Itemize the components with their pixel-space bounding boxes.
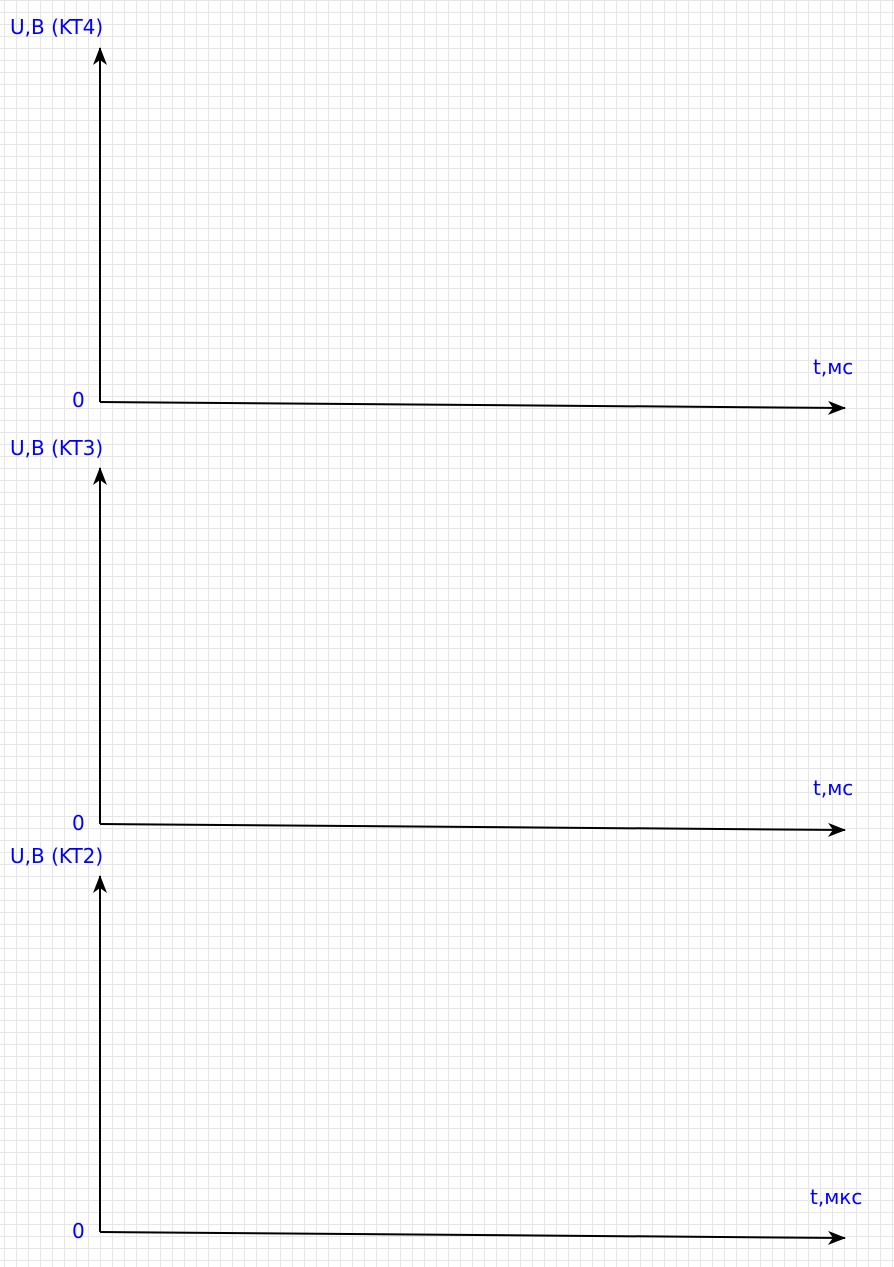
graph-kt4-origin-label: 0 (72, 388, 85, 412)
graph-kt3: U,B (KT3) 0 t,мс (10, 436, 853, 837)
graph-kt4: U,B (KT4) 0 t,мс (10, 15, 853, 415)
graph-kt4-x-axis (99, 400, 846, 415)
graph-kt2-x-axis (99, 1230, 846, 1245)
graph-kt2: U,B (KT2) 0 t,мкс (10, 844, 862, 1245)
graph-kt3-origin-label: 0 (72, 811, 85, 835)
graph-kt2-y-axis-label: U,B (KT2) (10, 844, 103, 868)
graph-kt3-x-axis-label: t,мс (813, 776, 853, 800)
graph-kt2-x-axis-label: t,мкс (810, 1185, 862, 1209)
graph-kt3-y-axis-label: U,B (KT3) (10, 436, 103, 460)
graph-kt3-x-axis (99, 822, 846, 837)
graph-kt2-origin-label: 0 (72, 1219, 85, 1243)
graph-kt4-x-axis-label: t,мс (813, 355, 853, 379)
graph-kt4-y-axis-label: U,B (KT4) (10, 15, 103, 39)
